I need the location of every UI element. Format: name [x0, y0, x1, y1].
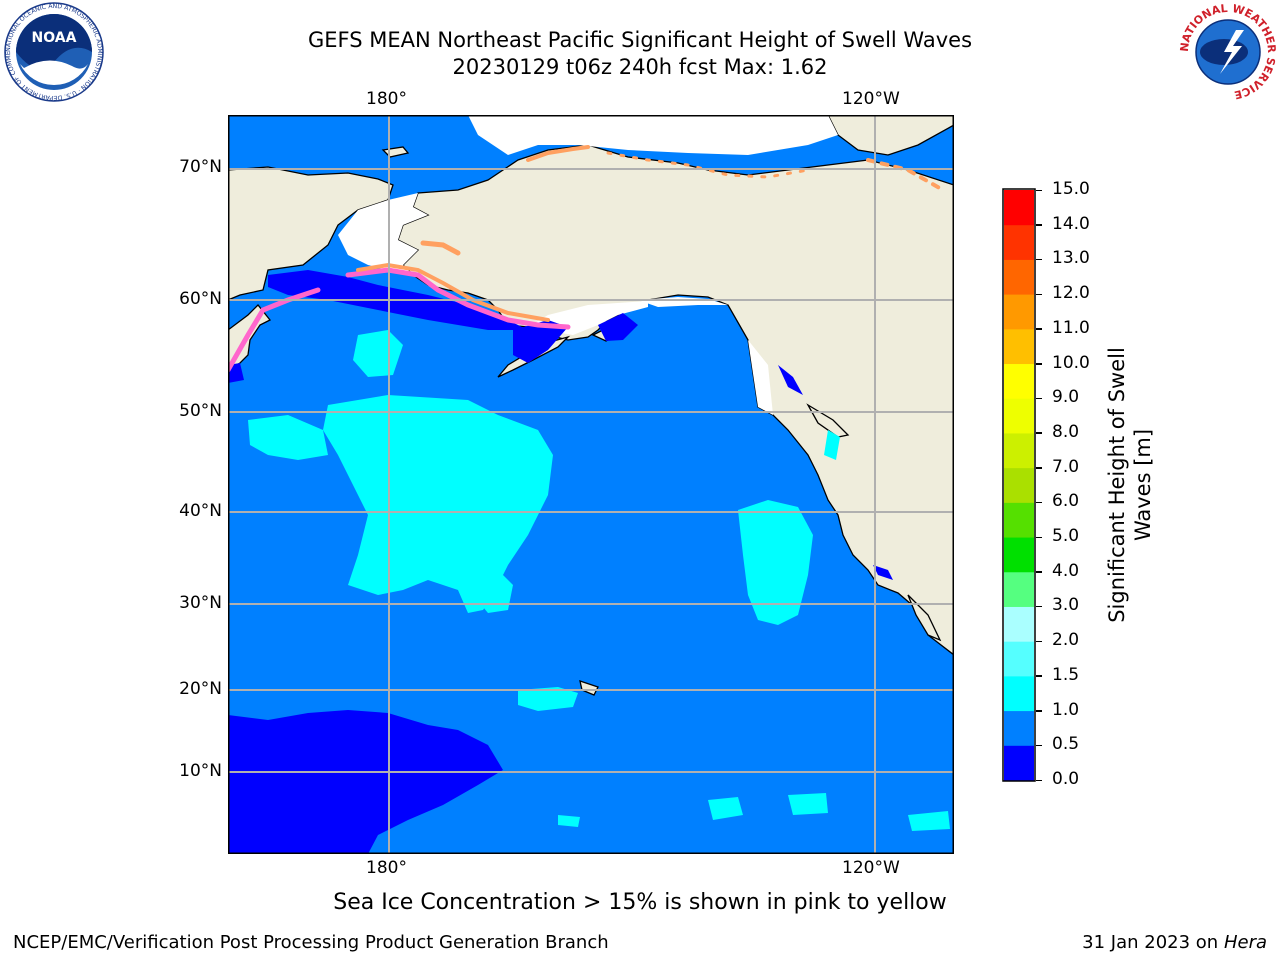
colorbar-tick-mark	[1036, 397, 1042, 400]
colorbar-tick-mark	[1036, 605, 1042, 608]
colorbar-segment	[1004, 432, 1034, 469]
lon-label-bottom-120w: 120°W	[842, 858, 900, 878]
colorbar-tick-label: 13.0	[1052, 248, 1090, 269]
colorbar-tick-label: 14.0	[1052, 213, 1090, 234]
colorbar-tick-mark	[1036, 258, 1042, 261]
colorbar-title-line1: Significant Height of Swell	[1105, 347, 1129, 623]
colorbar-tick-mark	[1036, 640, 1042, 643]
colorbar-tick-label: 10.0	[1052, 352, 1090, 373]
colorbar	[1002, 188, 1036, 782]
colorbar-segment	[1004, 224, 1034, 260]
colorbar-segment	[1004, 467, 1034, 503]
colorbar-tick-mark	[1036, 536, 1042, 539]
colorbar-tick-mark	[1036, 432, 1042, 434]
graticule	[228, 115, 954, 854]
sea-ice-free-area	[338, 115, 838, 415]
map-panel	[228, 115, 954, 854]
colorbar-tick-mark	[1036, 675, 1042, 677]
colorbar-segment	[1004, 363, 1034, 399]
colorbar-tick-label: 6.0	[1052, 491, 1080, 512]
map-frame	[228, 115, 954, 854]
footer-date: 31 Jan 2023 on Hera	[1082, 932, 1267, 953]
colorbar-tick-label: 15.0	[1052, 179, 1090, 199]
colorbar-segment	[1004, 294, 1034, 330]
colorbar-tick-label: 0.5	[1052, 734, 1080, 755]
colorbar-tick-label: 8.0	[1052, 421, 1080, 442]
colorbar-tick-label: 9.0	[1052, 387, 1080, 408]
colorbar-tick-mark	[1036, 467, 1042, 469]
colorbar-tick-mark	[1036, 363, 1042, 365]
lat-label-60n: 60°N	[179, 289, 222, 309]
colorbar-segment	[1004, 710, 1034, 746]
colorbar-segment	[1004, 745, 1034, 781]
sea-ice-note: Sea Ice Concentration > 15% is shown in …	[333, 890, 947, 915]
colorbar-tick-label: 0.0	[1052, 769, 1080, 789]
colorbar-segment	[1004, 675, 1034, 712]
map-title: GEFS MEAN Northeast Pacific Significant …	[307, 28, 973, 52]
lat-label-40n: 40°N	[179, 501, 222, 521]
lat-label-10n: 10°N	[179, 761, 222, 781]
colorbar-segment	[1004, 537, 1034, 573]
colorbar-tick-label: 1.0	[1052, 699, 1080, 720]
colorbar-segment	[1004, 259, 1034, 295]
colorbar-tick-label: 11.0	[1052, 317, 1090, 338]
colorbar-tick-mark	[1036, 710, 1042, 712]
lon-label-top-120w: 120°W	[842, 89, 900, 109]
colorbar-tick-mark	[1036, 189, 1042, 191]
svg-text:NOAA: NOAA	[32, 30, 77, 46]
land-baja	[907, 594, 942, 642]
lon-label-top-180: 180°	[366, 89, 407, 109]
colorbar-title-line2: Waves [m]	[1131, 429, 1155, 541]
colorbar-tick-label: 7.0	[1052, 456, 1080, 477]
colorbar-segment	[1004, 606, 1034, 642]
footer-credit: NCEP/EMC/Verification Post Processing Pr…	[13, 932, 609, 953]
colorbar-segment	[1004, 190, 1034, 226]
colorbar-tick-mark	[1036, 779, 1042, 781]
colorbar-tick-label: 4.0	[1052, 560, 1080, 581]
colorbar-frame	[1002, 188, 1036, 782]
colorbar-segment	[1004, 571, 1034, 607]
noaa-logo: NOAA NATIONAL OCEANIC AND ATMOSPHERIC AD…	[2, 2, 104, 102]
colorbar-segment	[1004, 641, 1034, 677]
map-subtitle: 20230129 t06z 240h fcst Max: 1.62	[452, 55, 828, 79]
lat-label-50n: 50°N	[179, 401, 222, 421]
land-hawaii	[579, 680, 599, 696]
lon-label-bottom-180: 180°	[366, 858, 407, 878]
colorbar-tick-label: 1.5	[1052, 664, 1080, 685]
colorbar-tick-mark	[1036, 328, 1042, 330]
land-siberia	[228, 166, 394, 301]
lat-label-70n: 70°N	[179, 157, 222, 177]
colorbar-tick-mark	[1036, 744, 1042, 747]
colorbar-tick-label: 12.0	[1052, 283, 1090, 304]
colorbar-tick-label: 3.0	[1052, 595, 1080, 616]
land-arctic-islands	[827, 115, 954, 156]
colorbar-tick-mark	[1036, 571, 1042, 573]
colorbar-tick-label: 5.0	[1052, 526, 1080, 547]
nws-logo: NATIONAL WEATHER SERVICE	[1178, 2, 1278, 101]
colorbar-segment	[1004, 328, 1034, 365]
colorbar-tick-mark	[1036, 224, 1042, 226]
colorbar-tick-label: 2.0	[1052, 630, 1080, 651]
lat-label-30n: 30°N	[179, 593, 222, 613]
lat-label-20n: 20°N	[179, 679, 222, 699]
colorbar-title: Significant Height of Swell Waves [m]	[1105, 347, 1155, 623]
footer-date-text: 31 Jan 2023 on	[1082, 932, 1224, 953]
footer-machine: Hera	[1223, 932, 1267, 953]
colorbar-tick-mark	[1036, 293, 1042, 296]
land-alaska-canada	[397, 144, 954, 656]
swell-high-regions	[248, 330, 950, 831]
colorbar-segment	[1004, 398, 1034, 434]
colorbar-segment	[1004, 502, 1034, 538]
colorbar-tick-mark	[1036, 501, 1042, 504]
